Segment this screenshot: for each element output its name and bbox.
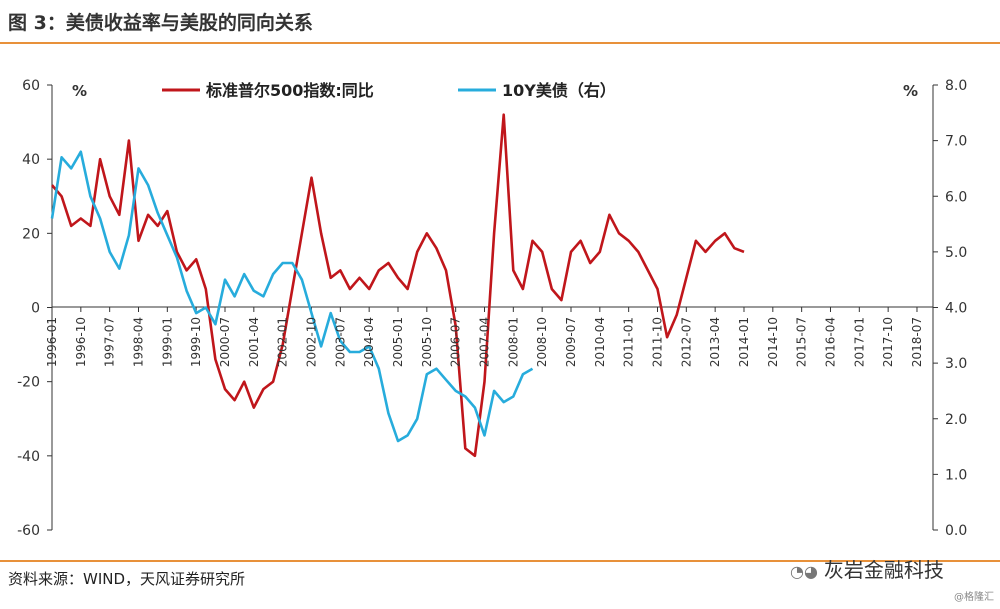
labels-layer: 60 40 20 0 -20 -40 -60 8.0 7.0 6.0 5.0 4.0 3.0 2.0 1.0… [17,78,967,539]
x-tick-label: 2003-07 [333,317,347,367]
x-tick-label: 2004-04 [362,317,376,367]
right-tick-label: 5.0 [945,245,967,261]
left-unit-label: % [72,82,87,100]
right-tick-label: 6.0 [945,189,967,205]
treasury-series-line [50,150,534,443]
page-title: 图 3：美债收益率与美股的同向关系 [8,12,313,34]
x-tick-label: 1998-04 [131,317,145,367]
watermark-brand: 灰岩金融科技 [823,558,944,582]
right-tick-label: 1.0 [945,467,967,483]
x-tick-label: 1999-01 [160,317,174,367]
x-tick-label: 2008-01 [506,317,520,367]
x-tick-label: 1997-07 [103,317,117,367]
top-rule [0,42,1000,44]
left-tick-label: 20 [22,226,40,242]
x-tick-label: 2017-01 [852,317,866,367]
x-tick-label: 2018-07 [910,317,924,367]
left-tick-label: 0 [31,301,40,317]
watermark: ◔◕ 灰岩金融科技 [790,554,944,583]
sp500-series-line [51,113,745,458]
left-tick-label: -60 [17,523,40,539]
x-tick-label: 1996-01 [45,317,59,367]
x-tick-label: 2015-07 [795,317,809,367]
x-tick-label: 2005-10 [420,317,434,367]
right-tick-label: 0.0 [945,523,967,539]
x-tick-label: 1999-10 [189,317,203,367]
right-tick-label: 2.0 [945,412,967,428]
left-tick-label: -20 [17,375,40,391]
wechat-icon: ◔◕ [790,562,818,581]
bottom-rule [0,560,1000,562]
x-tick-label: 2009-07 [564,317,578,367]
series-layer [50,113,745,458]
x-tick-label: 2012-07 [679,317,693,367]
x-tick-label: 2002-10 [304,317,318,367]
x-tick-label: 2000-07 [218,317,232,367]
x-tick-label: 2016-04 [823,317,837,367]
x-tick-label: 2006-07 [449,317,463,367]
x-tick-label: 2014-10 [766,317,780,367]
left-tick-label: -40 [17,449,40,465]
axes-layer [47,84,938,531]
right-tick-label: 4.0 [945,301,967,317]
legend-label: 10Y美债（右） [502,81,616,100]
right-unit-label: % [903,82,918,100]
right-tick-label: 3.0 [945,356,967,372]
x-tick-label: 2017-10 [881,317,895,367]
x-tick-label: 2007-04 [477,317,491,367]
left-tick-label: 40 [22,152,40,168]
right-tick-label: 8.0 [945,78,967,94]
x-tick-label: 2011-01 [622,317,636,367]
x-tick-label: 2013-04 [708,317,722,367]
x-tick-label: 1996-10 [74,317,88,367]
x-tick-label: 2011-10 [650,317,664,367]
source-note: 资料来源：WIND，天风证券研究所 [8,570,246,588]
x-tick-label: 2010-04 [593,317,607,367]
x-tick-label: 2014-01 [737,317,751,367]
x-tick-label: 2002-01 [276,317,290,367]
watermark-sub: @格隆汇 [954,592,994,603]
x-tick-label: 2005-01 [391,317,405,367]
right-tick-label: 7.0 [945,134,967,150]
x-tick-label: 2001-04 [247,317,261,367]
x-tick-label: 2008-10 [535,317,549,367]
left-tick-label: 60 [22,78,40,94]
legend-label: 标准普尔500指数:同比 [205,81,374,100]
